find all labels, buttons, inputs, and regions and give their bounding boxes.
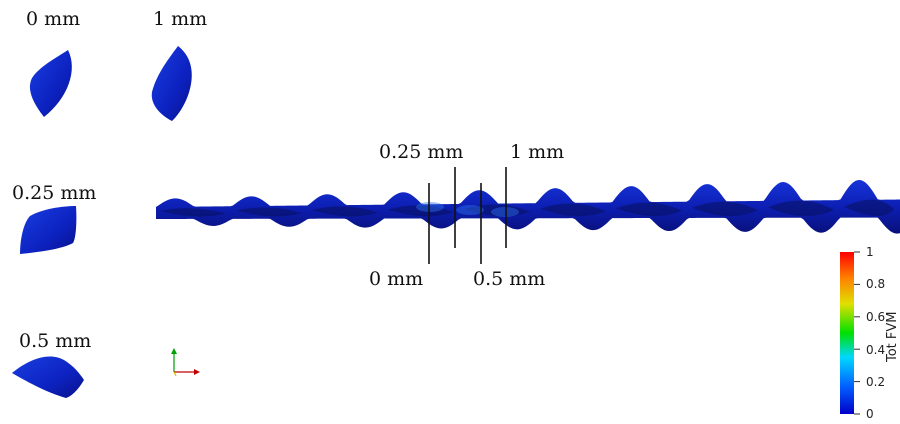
colorbar-tick-label: 1	[866, 245, 874, 259]
axis-z-arrowhead	[171, 348, 177, 354]
colorbar-title: Tot FVM	[885, 311, 900, 362]
colorbar-tick-label: 0.4	[866, 343, 886, 357]
cross-section-label-1mm: 1 mm	[153, 8, 208, 30]
colorbar-tick-marks	[854, 251, 860, 415]
cross-section-label-05mm: 0.5 mm	[19, 330, 92, 352]
marker-label-05mm: 0.5 mm	[473, 268, 546, 290]
colorbar-tick-label: 0.8	[866, 277, 886, 291]
strand-shadow-band	[160, 208, 226, 217]
strand-shadow-band	[616, 202, 682, 217]
strand-highlight-patch	[456, 205, 484, 215]
strand-highlight-patch	[416, 202, 444, 212]
colorbar-tick-label: 0.6	[866, 310, 886, 324]
colorbar-tick-label: 0.2	[866, 375, 886, 389]
strand-shadow-band	[236, 207, 302, 217]
strand-shadow-band	[692, 201, 758, 217]
colorbar	[840, 252, 854, 414]
strand-shadow-band	[388, 205, 454, 217]
strand-shadow-band	[768, 200, 834, 217]
axis-y	[173, 371, 177, 377]
cross-section-0mm	[29, 50, 72, 117]
marker-label-025mm: 0.25 mm	[379, 141, 464, 163]
axis-x-arrowhead	[194, 369, 200, 375]
cross-section-label-025mm: 0.25 mm	[12, 182, 97, 204]
marker-label-0mm: 0 mm	[369, 268, 424, 290]
cross-section-label-0mm: 0 mm	[26, 8, 81, 30]
cross-section-1mm	[151, 46, 192, 121]
colorbar-tick-label: 0	[866, 407, 874, 421]
strand-shadow-band	[540, 203, 606, 217]
cross-section-05mm	[12, 356, 84, 398]
strand-shadow-band	[844, 199, 894, 216]
orientation-axes	[171, 348, 200, 377]
marker-label-1mm: 1 mm	[510, 141, 565, 163]
twisted-strand	[156, 180, 900, 234]
strand-shadow-band	[312, 206, 378, 217]
strand-highlight-patch	[491, 207, 519, 217]
strand-body	[156, 180, 900, 234]
cross-section-025mm	[20, 206, 77, 254]
